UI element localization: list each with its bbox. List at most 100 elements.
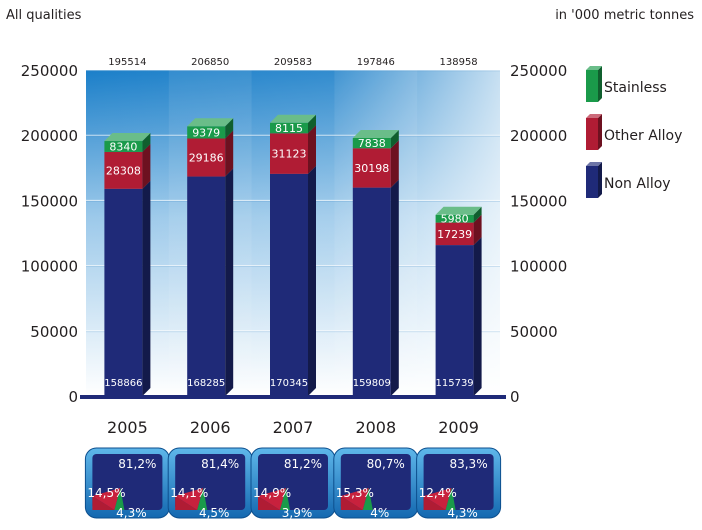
data-label-stainless: 9379 — [192, 126, 220, 139]
share-non-alloy: 83,3% — [449, 457, 487, 471]
chart-subtitle-left: All qualities — [6, 8, 82, 23]
data-label-stainless: 5980 — [441, 213, 469, 226]
chart-unit-label: in '000 metric tonnes — [555, 8, 694, 23]
y-tick-label-left: 200000 — [21, 127, 78, 145]
bar-top-stainless — [270, 114, 316, 123]
data-label-non-alloy: 158866 — [104, 378, 142, 389]
share-panel: 83,3% 12,4% 4,3% — [416, 447, 502, 520]
total-label: 209583 — [274, 57, 312, 68]
share-non-alloy: 81,4% — [201, 457, 239, 471]
x-axis-line — [80, 395, 506, 399]
share-panel: 81,2% 14,5% 4,3% — [84, 447, 170, 520]
share-other-alloy: 15,3% — [336, 486, 374, 500]
y-tick-label-left: 0 — [68, 388, 78, 406]
bar-segment-side-non-alloy — [225, 168, 234, 396]
share-wedge-other-alloy-top — [340, 488, 369, 510]
bar-segment-side-stainless — [390, 130, 399, 149]
bar-segment-side-non-alloy — [473, 237, 482, 396]
share-non-alloy: 81,2% — [118, 457, 156, 471]
legend-swatch-side — [598, 114, 602, 150]
data-label-non-alloy: 168285 — [187, 378, 225, 389]
bar-segment-other-alloy — [352, 148, 391, 188]
data-label-non-alloy: 170345 — [270, 378, 308, 389]
legend-swatch-stainless — [586, 70, 598, 102]
bar-segment-other-alloy — [270, 133, 308, 174]
bar-segment-side-stainless — [308, 114, 316, 134]
x-tick-label: 2007 — [273, 418, 314, 437]
data-label-other-alloy: 31123 — [272, 148, 307, 161]
bar-segment-side-other-alloy — [225, 130, 234, 177]
total-label: 206850 — [191, 57, 229, 68]
share-stainless: 4,3% — [447, 506, 478, 520]
share-other-alloy: 14,1% — [170, 486, 208, 500]
bar-segment-non-alloy — [104, 188, 143, 396]
y-tick-label-right: 250000 — [510, 62, 567, 80]
share-other-alloy: 14,5% — [87, 486, 125, 500]
bar-segment-side-other-alloy — [142, 143, 151, 189]
share-other-alloy: 14,9% — [253, 486, 291, 500]
share-wedge-other-alloy-top — [175, 488, 204, 510]
share-wedge-stainless — [445, 488, 456, 510]
bar-segment-stainless — [187, 126, 226, 139]
legend-label-other-alloy: Other Alloy — [604, 128, 682, 144]
share-panel: 81,4% 14,1% 4,5% — [167, 447, 253, 520]
bar-segment-stainless — [270, 122, 308, 134]
y-tick-label-left: 50000 — [30, 323, 78, 341]
bar-segment-side-non-alloy — [390, 179, 399, 396]
bar-segment-side-other-alloy — [390, 140, 399, 188]
bar-segment-stainless — [435, 214, 474, 223]
y-tick-label-left: 250000 — [21, 62, 78, 80]
share-non-alloy: 81,2% — [284, 457, 322, 471]
bar-segment-side-stainless — [473, 206, 482, 223]
legend-swatch-side — [598, 162, 602, 198]
share-wedge-stainless — [197, 488, 208, 510]
data-label-non-alloy: 159809 — [353, 378, 391, 389]
share-panel: 81,2% 14,9% 3,9% — [250, 447, 336, 520]
bar-segment-non-alloy — [187, 176, 226, 396]
share-other-alloy: 12,4% — [419, 486, 457, 500]
bar-segment-other-alloy — [187, 138, 226, 177]
data-label-other-alloy: 28308 — [106, 164, 141, 177]
bar-segment-stainless — [104, 141, 143, 152]
legend-label-non-alloy: Non Alloy — [604, 176, 671, 192]
share-wedge-stainless — [280, 488, 290, 510]
legend-swatch-top — [586, 162, 602, 166]
share-wedge-other-alloy-top — [92, 488, 121, 510]
bar-segment-non-alloy — [352, 187, 391, 396]
bar-segment-side-other-alloy — [473, 214, 482, 246]
bar-segment-side-stainless — [225, 118, 234, 139]
legend-swatch-side — [598, 66, 602, 102]
y-tick-label-right: 50000 — [510, 323, 558, 341]
share-non-alloy: 80,7% — [367, 457, 405, 471]
x-tick-label: 2006 — [190, 418, 231, 437]
share-stainless: 4,5% — [199, 506, 230, 520]
data-label-stainless: 8340 — [109, 140, 137, 153]
data-label-other-alloy: 17239 — [437, 228, 472, 241]
share-wedge-stainless — [362, 488, 373, 510]
y-tick-label-left: 150000 — [21, 192, 78, 210]
y-tick-label-right: 150000 — [510, 192, 567, 210]
bar-segment-other-alloy — [104, 151, 143, 189]
legend-swatch-other-alloy — [586, 118, 598, 150]
share-panel: 80,7% 15,3% 4% — [333, 447, 419, 520]
y-tick-label-right: 100000 — [510, 258, 567, 276]
share-stainless: 3,9% — [282, 506, 313, 520]
bar-top-stainless — [435, 206, 482, 215]
legend-swatch-top — [586, 66, 602, 70]
legend-swatch-non-alloy — [586, 166, 598, 198]
y-tick-label-left: 100000 — [21, 258, 78, 276]
bar-top-stainless — [187, 118, 234, 127]
bar-segment-other-alloy — [435, 222, 474, 246]
bar-top-stainless — [104, 133, 151, 142]
bar-top-stainless — [352, 130, 399, 139]
x-tick-label: 2009 — [438, 418, 479, 437]
legend-label-stainless: Stainless — [604, 80, 667, 96]
bar-segment-non-alloy — [270, 173, 308, 396]
legend-swatch-top — [586, 114, 602, 118]
share-wedge-other-alloy-top — [258, 488, 286, 510]
bar-segment-non-alloy — [435, 245, 474, 396]
y-tick-label-right: 200000 — [510, 127, 567, 145]
data-label-other-alloy: 29186 — [189, 152, 224, 165]
data-label-other-alloy: 30198 — [354, 162, 389, 175]
